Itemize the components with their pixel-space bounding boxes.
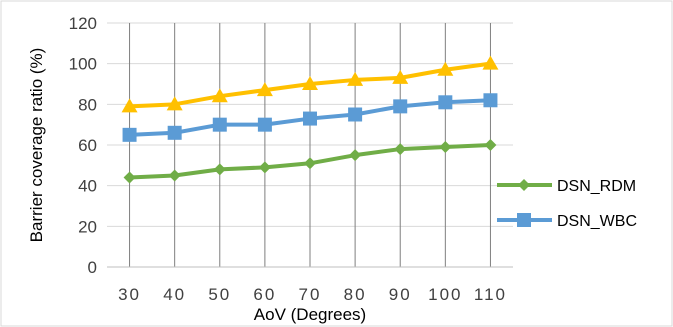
- data-point: [392, 69, 409, 84]
- y-tick-label: 20: [78, 217, 97, 236]
- x-tick-label: 50: [208, 285, 231, 304]
- data-point: [347, 71, 364, 86]
- x-tick-label: 40: [163, 285, 186, 304]
- y-tick-label: 80: [78, 95, 97, 114]
- data-point: [167, 125, 182, 140]
- data-point: [122, 127, 137, 142]
- legend: DSN_RDM DSN_WBC: [497, 178, 637, 230]
- data-point: [349, 149, 362, 162]
- data-point: [439, 141, 452, 154]
- data-point: [256, 82, 273, 97]
- legend-marker: [517, 213, 531, 227]
- y-tick-label: 40: [78, 177, 97, 196]
- x-tick-label: 70: [299, 285, 322, 304]
- data-point: [303, 111, 317, 126]
- series-dsn-wbc: [122, 93, 498, 142]
- y-axis-title: Barrier coverage ratio (%): [27, 48, 46, 243]
- data-point: [394, 143, 407, 156]
- data-point: [437, 61, 454, 76]
- data-point: [302, 76, 318, 90]
- x-tick-label: 110: [474, 285, 507, 304]
- data-point: [211, 88, 228, 103]
- x-tick-label: 100: [428, 285, 462, 304]
- y-tick-label: 60: [78, 136, 97, 155]
- series-group: [121, 55, 499, 184]
- data-point: [258, 161, 271, 174]
- legend-marker: [518, 179, 530, 191]
- data-point: [484, 139, 497, 151]
- x-tick-label: 30: [118, 285, 141, 304]
- x-tick-label: 60: [253, 285, 276, 304]
- data-point: [483, 93, 498, 108]
- legend-label: DSN_WBC: [557, 213, 637, 230]
- data-point: [213, 163, 226, 176]
- data-point: [438, 95, 453, 110]
- data-point: [168, 169, 181, 182]
- data-point: [123, 171, 136, 184]
- legend-entry: DSN_WBC: [497, 213, 637, 230]
- x-tick-label: 90: [389, 285, 412, 304]
- series-unlabeled-2: [121, 55, 499, 113]
- y-tick-label: 120: [69, 14, 97, 33]
- data-point: [348, 107, 363, 122]
- data-point: [393, 99, 408, 114]
- data-point: [212, 117, 227, 132]
- x-axis-title: AoV (Degrees): [254, 305, 366, 324]
- data-point: [121, 98, 138, 113]
- x-tick-label: 80: [344, 285, 367, 304]
- data-point: [257, 117, 272, 132]
- y-tick-label: 0: [88, 258, 97, 277]
- legend-entry: DSN_RDM: [497, 178, 636, 195]
- legend-label: DSN_RDM: [557, 178, 636, 195]
- series-dsn-rdm: [123, 139, 497, 184]
- data-point: [482, 55, 499, 70]
- axes: 0 20 40 60 80 100 120 30 40 50 60 70 80 90 100 110: [69, 14, 513, 304]
- y-tick-label: 100: [69, 55, 97, 74]
- data-point: [304, 157, 316, 170]
- data-point: [166, 96, 183, 111]
